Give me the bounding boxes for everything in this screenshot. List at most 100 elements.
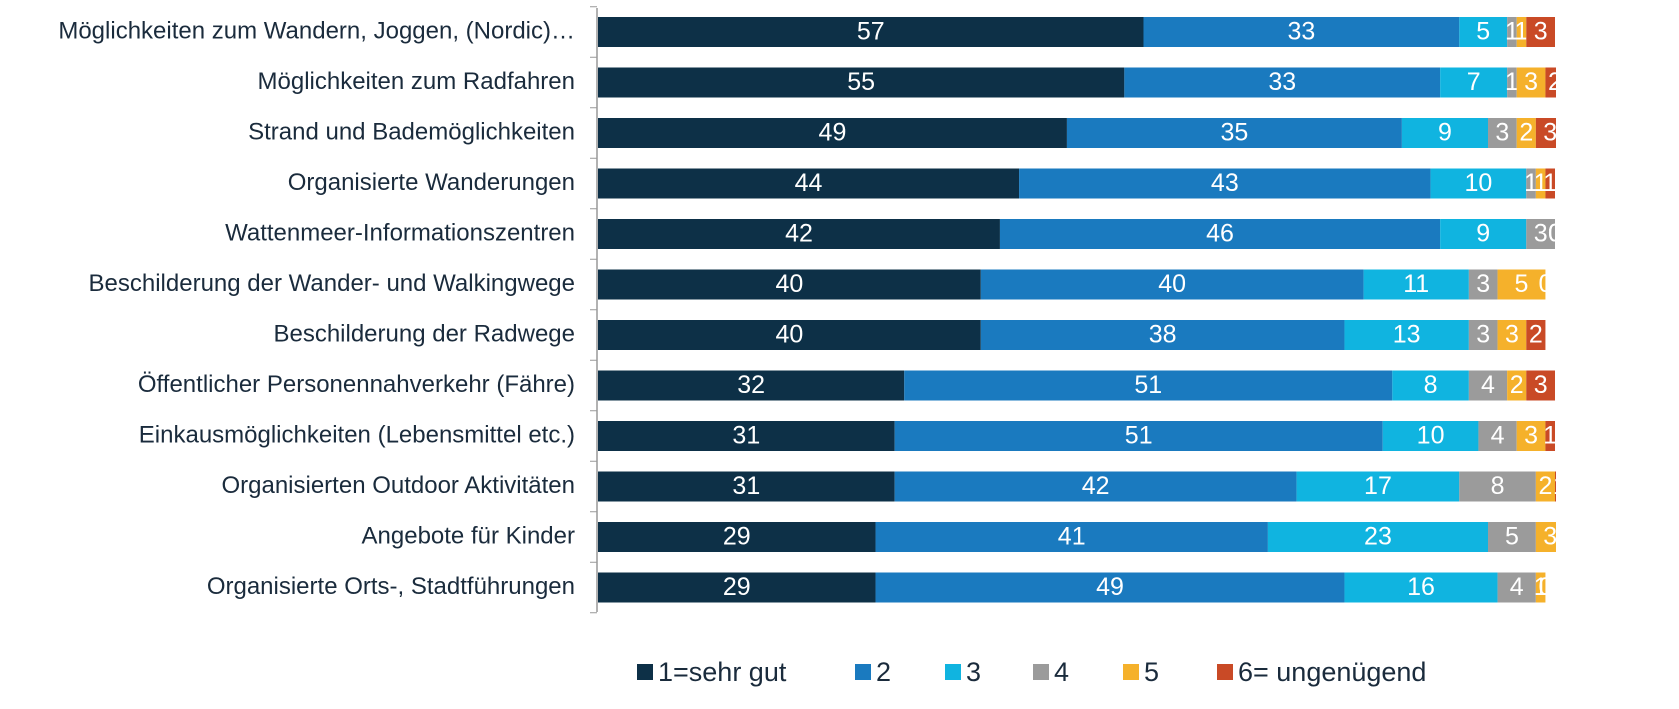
bar-segment — [1516, 67, 1546, 98]
bar-segment — [980, 320, 1345, 350]
value-label: 2 — [1529, 321, 1543, 349]
bar-segment — [1468, 370, 1508, 401]
bar-segment — [1296, 471, 1460, 502]
bar-segment — [1019, 168, 1431, 199]
bar-segment — [1478, 421, 1517, 451]
bar-segment — [598, 421, 895, 451]
value-label: 9 — [1438, 119, 1452, 147]
category-label: Organisierte Orts-, Stadtführungen — [207, 573, 575, 600]
category-label: Möglichkeiten zum Radfahren — [258, 68, 576, 95]
value-label: 13 — [1393, 321, 1421, 349]
value-label: 31 — [732, 472, 760, 500]
value-label: 33 — [1268, 68, 1296, 96]
value-label: 40 — [775, 270, 803, 298]
legend-swatch — [855, 664, 871, 680]
bar-segment — [1488, 118, 1517, 148]
legend-label: 2 — [876, 657, 891, 687]
value-label: 5 — [1505, 523, 1519, 551]
bar-segment — [894, 471, 1297, 502]
bar-segment — [980, 269, 1364, 300]
category-label: Beschilderung der Radwege — [273, 320, 575, 347]
bar-segment — [1555, 471, 1556, 502]
bar-segment — [598, 370, 905, 401]
value-label: 0 — [1558, 523, 1572, 551]
legend-swatch — [1123, 664, 1139, 680]
bar-segment — [598, 67, 1125, 98]
value-label: 3 — [1543, 523, 1557, 551]
legend-swatch — [1033, 664, 1049, 680]
bar-segment — [1516, 421, 1546, 451]
value-label: 10 — [1465, 169, 1493, 197]
legend-label: 6= ungenügend — [1238, 657, 1426, 687]
bar-segment — [1363, 269, 1469, 300]
bar-segment — [1440, 67, 1508, 98]
bar-segment — [1344, 572, 1498, 603]
bar-segment — [1535, 118, 1556, 148]
bar-segment — [1488, 522, 1536, 552]
value-label: 2 — [1510, 371, 1524, 399]
bar-segment — [1526, 168, 1536, 199]
value-label: 4 — [1481, 371, 1495, 399]
value-label: 35 — [1220, 119, 1248, 147]
value-label: 3 — [1534, 371, 1548, 399]
category-label: Beschilderung der Wander- und Walkingweg… — [89, 270, 575, 297]
bar-segment — [1459, 17, 1508, 47]
value-label: 10 — [1417, 422, 1445, 450]
value-label: 4 — [1510, 573, 1524, 601]
bar-segment — [875, 572, 1345, 603]
value-label: 1 — [1534, 573, 1548, 601]
value-label: 8 — [1424, 371, 1438, 399]
bar-segment — [1545, 67, 1556, 98]
value-label: 2 — [1548, 68, 1562, 96]
bar-segment — [1497, 572, 1536, 603]
value-label: 3 — [1476, 321, 1490, 349]
value-label: 11 — [1403, 270, 1429, 298]
legend-swatch — [945, 664, 961, 680]
bar-segment — [598, 320, 981, 350]
value-label: 3 — [1543, 119, 1557, 147]
value-label: 1 — [1543, 169, 1557, 197]
bar-segment — [598, 17, 1144, 47]
bar-segment — [1143, 17, 1460, 47]
value-label: 44 — [795, 169, 823, 197]
value-label: 42 — [1082, 472, 1110, 500]
value-label: 3 — [1524, 68, 1538, 96]
value-label: 1 — [1515, 18, 1529, 46]
bar-segment — [598, 118, 1067, 148]
value-label: 1 — [1505, 18, 1519, 46]
value-label: 3 — [1495, 119, 1509, 147]
value-label: 38 — [1149, 321, 1177, 349]
category-label: Öffentlicher Personennahverkehr (Fähre) — [138, 371, 575, 398]
legend-label: 5 — [1144, 657, 1159, 687]
bar-segment — [598, 219, 1000, 249]
category-label: Wattenmeer-Informationszentren — [225, 219, 575, 246]
bar-segment — [1440, 219, 1527, 249]
value-label: 3 — [1534, 18, 1548, 46]
value-label: 1 — [1534, 169, 1548, 197]
bar-segment — [1497, 320, 1527, 350]
bar-segment — [999, 219, 1441, 249]
value-label: 0 — [1538, 270, 1552, 298]
bar-segment — [1535, 572, 1546, 603]
value-label: 42 — [785, 220, 813, 248]
bar-segment — [1430, 168, 1527, 199]
bar-segment — [1516, 118, 1536, 148]
value-label: 2 — [1519, 119, 1533, 147]
category-label: Organisierte Wanderungen — [288, 169, 575, 196]
value-label: 49 — [1096, 573, 1124, 601]
value-label: 9 — [1476, 220, 1490, 248]
value-label: 1 — [1543, 422, 1557, 450]
category-label: Organisierten Outdoor Aktivitäten — [221, 472, 575, 499]
value-label: 5 — [1515, 270, 1529, 298]
bar-segment — [1497, 269, 1546, 300]
bar-segment — [1535, 168, 1546, 199]
value-label: 3 — [1534, 220, 1548, 248]
bar-segment — [1392, 370, 1469, 401]
category-label: Strand und Bademöglichkeiten — [248, 118, 575, 145]
bar-segment — [1545, 168, 1555, 199]
value-label: 40 — [1158, 270, 1186, 298]
bar-segment — [1267, 522, 1489, 552]
bar-segment — [894, 421, 1383, 451]
